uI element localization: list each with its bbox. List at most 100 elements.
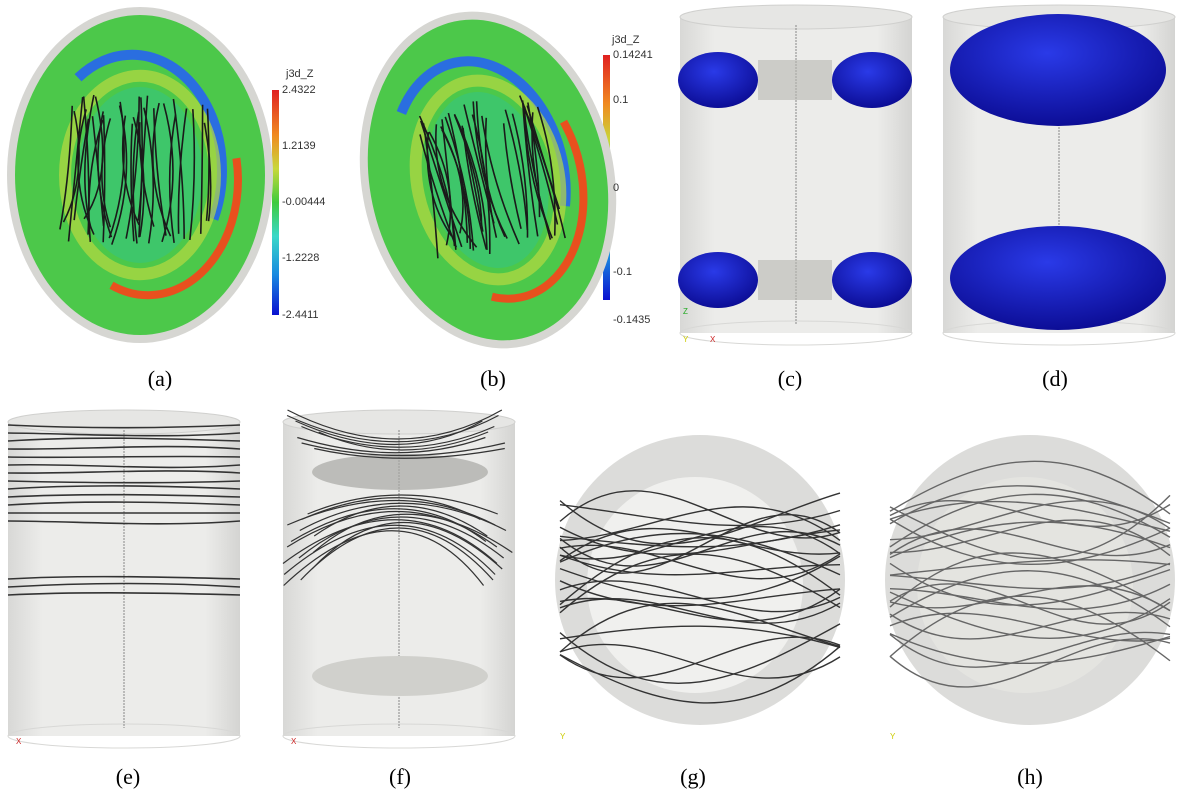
field-line — [7, 480, 241, 484]
field-line — [536, 106, 556, 236]
field-line — [559, 636, 841, 679]
axis-glyph-label: Y — [560, 732, 566, 741]
field-line — [527, 102, 541, 218]
ring-red — [406, 63, 588, 303]
colorbar-title: j3d_Z — [611, 34, 640, 46]
field-line — [559, 537, 841, 606]
colorbar-label: 0.1 — [613, 94, 628, 106]
field-line — [559, 553, 841, 614]
axis-glyph-label: Y — [890, 732, 896, 741]
field-line — [7, 591, 241, 596]
contour-disk — [359, 11, 617, 349]
field-line — [889, 493, 1171, 548]
field-line — [77, 109, 95, 235]
field-line — [440, 126, 464, 234]
field-line — [889, 562, 1171, 606]
field-line — [889, 585, 1171, 612]
field-line — [889, 583, 1171, 610]
ring-yellow — [409, 74, 567, 286]
field-line — [7, 485, 241, 490]
field-line — [559, 524, 841, 548]
field-line — [286, 414, 499, 443]
blob — [832, 252, 912, 308]
field-line — [205, 108, 210, 221]
contour-disk — [7, 7, 273, 343]
field-line — [453, 114, 483, 226]
ring-blue — [37, 49, 227, 291]
field-line — [7, 582, 241, 588]
field-line — [426, 132, 453, 237]
field-line — [88, 119, 104, 243]
field-line — [447, 112, 469, 243]
caption: (f) — [389, 764, 411, 789]
ring-red — [54, 60, 242, 300]
field-line — [108, 101, 125, 239]
field-line — [7, 463, 241, 469]
colorbar-label: -0.1435 — [613, 314, 650, 326]
field-line — [298, 516, 505, 559]
field-line — [102, 115, 106, 243]
field-line — [7, 501, 241, 506]
field-line — [84, 94, 95, 229]
blob — [950, 226, 1166, 330]
axis-glyph-label: X — [16, 737, 22, 746]
field-line — [283, 530, 485, 586]
field-line — [168, 114, 177, 244]
field-line — [889, 494, 1171, 560]
field-line — [132, 116, 145, 238]
field-line — [444, 116, 475, 251]
field-line — [83, 96, 104, 220]
field-line — [559, 492, 841, 545]
field-line — [199, 104, 204, 234]
caption: (c) — [778, 366, 802, 391]
torus — [312, 656, 488, 696]
field-line — [559, 554, 841, 576]
field-line — [889, 570, 1171, 628]
field-line — [889, 519, 1171, 557]
axis-glyph-label: Z — [683, 307, 688, 316]
field-line — [428, 131, 452, 246]
caption: (e) — [116, 764, 140, 789]
field-line — [484, 117, 498, 238]
field-line — [889, 500, 1171, 541]
neck — [758, 260, 832, 300]
field-line — [889, 638, 1171, 688]
field-line — [311, 521, 503, 570]
axis-glyph-label: X — [291, 737, 297, 746]
field-line — [307, 494, 498, 515]
field-line — [559, 506, 841, 542]
labels: (a) (b) (c) (d) (e) (f) (g) (h) j3d_Z j3… — [16, 34, 1068, 789]
field-line — [172, 98, 185, 239]
field-line — [7, 470, 241, 474]
field-line — [125, 96, 140, 239]
field-line — [504, 109, 529, 231]
field-line — [318, 431, 489, 451]
field-line — [7, 455, 241, 459]
blob — [678, 52, 758, 108]
field-line — [91, 116, 105, 227]
field-line — [300, 527, 494, 581]
field-line — [889, 460, 1171, 515]
field-line — [418, 115, 457, 250]
field-line — [889, 595, 1171, 662]
field-line — [59, 105, 74, 230]
field-line — [295, 420, 483, 445]
field-line — [7, 432, 241, 437]
blob — [678, 252, 758, 308]
field-line — [559, 525, 841, 560]
field-line — [7, 424, 241, 429]
field-line — [518, 95, 566, 239]
field-line — [7, 437, 241, 442]
caption: (d) — [1042, 366, 1068, 391]
field-line — [889, 612, 1171, 642]
field-line — [73, 118, 90, 221]
field-line — [889, 500, 1171, 532]
field-line — [312, 513, 513, 553]
field-line — [889, 559, 1171, 576]
field-line — [559, 530, 841, 567]
field-line — [287, 500, 496, 526]
field-line — [889, 521, 1171, 559]
field-line — [7, 520, 241, 525]
field-line — [559, 504, 841, 527]
